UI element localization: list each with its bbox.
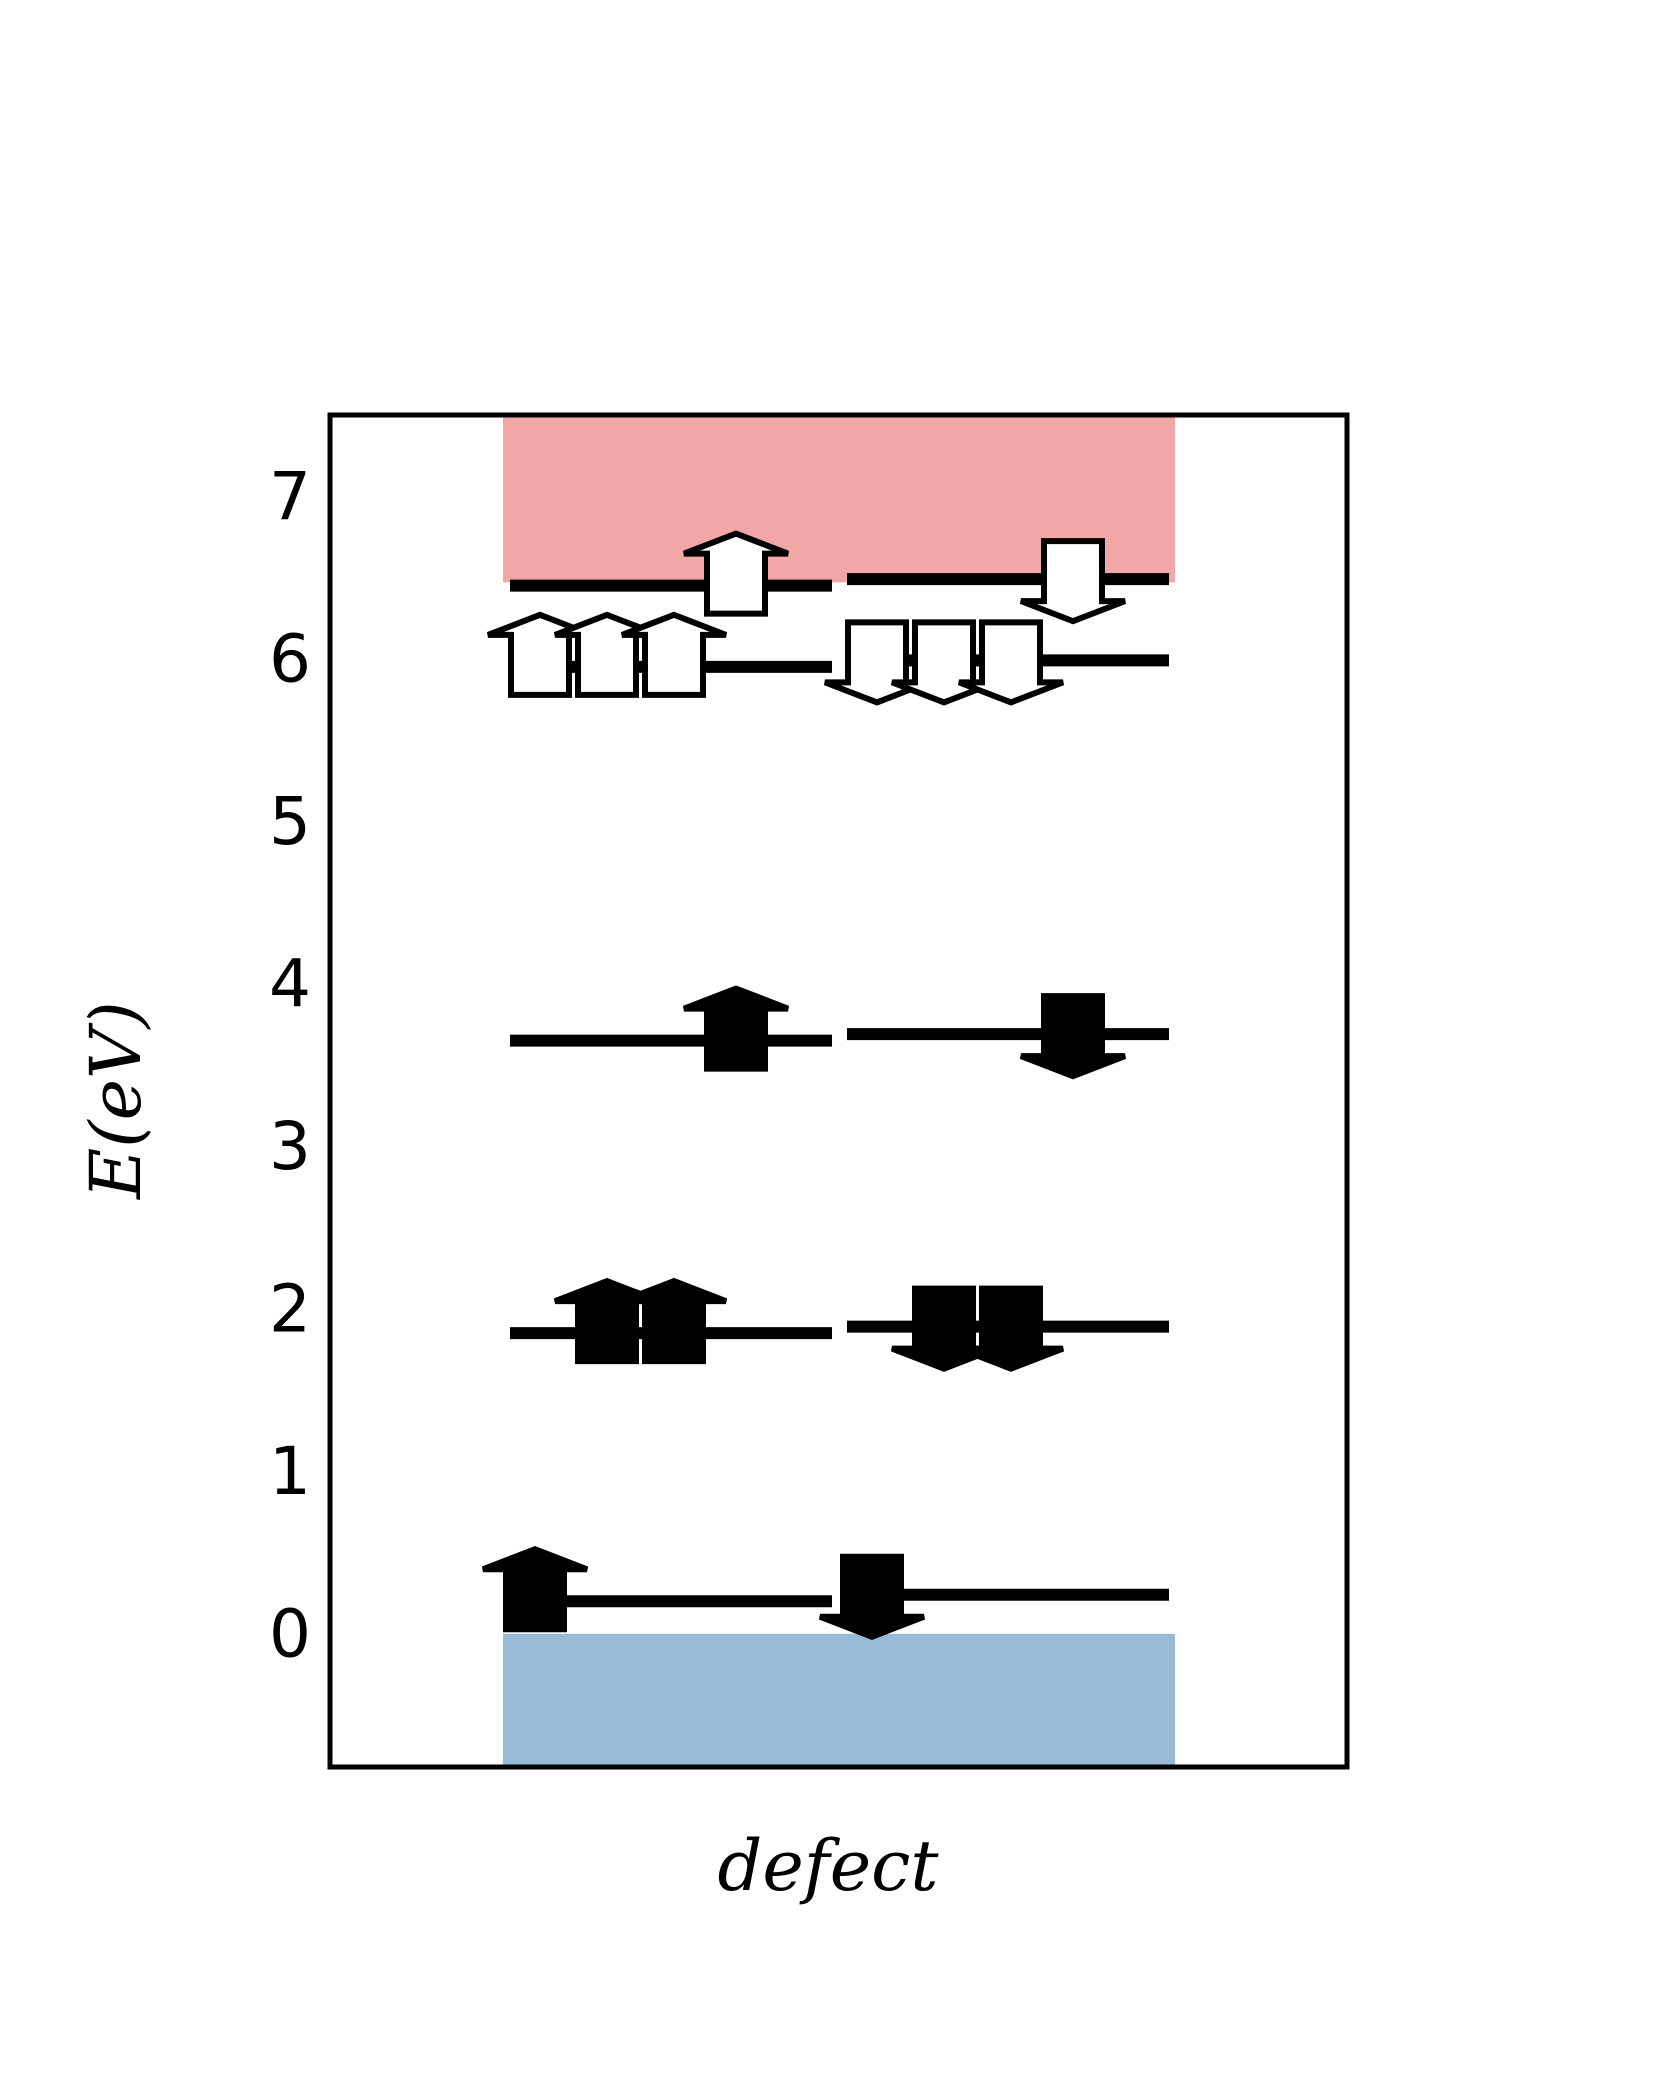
- occupied-spin-up-arrow: [682, 985, 790, 1072]
- y-tick-label: 6: [269, 620, 311, 697]
- y-tick-label: 7: [269, 458, 311, 535]
- occupied-spin-up-arrow: [481, 1546, 589, 1633]
- y-axis-label: E(eV): [75, 1001, 157, 1201]
- plot-frame: [327, 412, 1350, 1770]
- unoccupied-spin-down-arrow: [1019, 538, 1127, 625]
- occupied-spin-down-arrow: [1019, 993, 1127, 1080]
- occupied-spin-up-arrow: [620, 1277, 728, 1365]
- band-layer: [503, 415, 1175, 1767]
- y-tick-label: 1: [269, 1433, 311, 1510]
- y-tick-label: 2: [269, 1270, 311, 1347]
- arrow-layer: [481, 530, 1127, 1640]
- unoccupied-spin-up-arrow: [620, 611, 728, 698]
- y-tick-labels: 0 1 2 3 4 5 6 7: [269, 458, 311, 1673]
- y-tick-label: 3: [269, 1108, 311, 1185]
- unoccupied-spin-down-arrow: [957, 619, 1065, 706]
- valence-band-rect: [503, 1633, 1175, 1767]
- x-axis-label: defect: [718, 1825, 940, 1907]
- y-tick-label: 5: [269, 783, 311, 860]
- unoccupied-spin-up-arrow: [682, 530, 790, 617]
- y-tick-label: 4: [269, 945, 311, 1022]
- occupied-spin-down-arrow: [818, 1553, 926, 1640]
- level-layer: [510, 573, 1169, 1608]
- y-tick-label: 0: [269, 1595, 311, 1672]
- occupied-spin-down-arrow: [957, 1285, 1065, 1372]
